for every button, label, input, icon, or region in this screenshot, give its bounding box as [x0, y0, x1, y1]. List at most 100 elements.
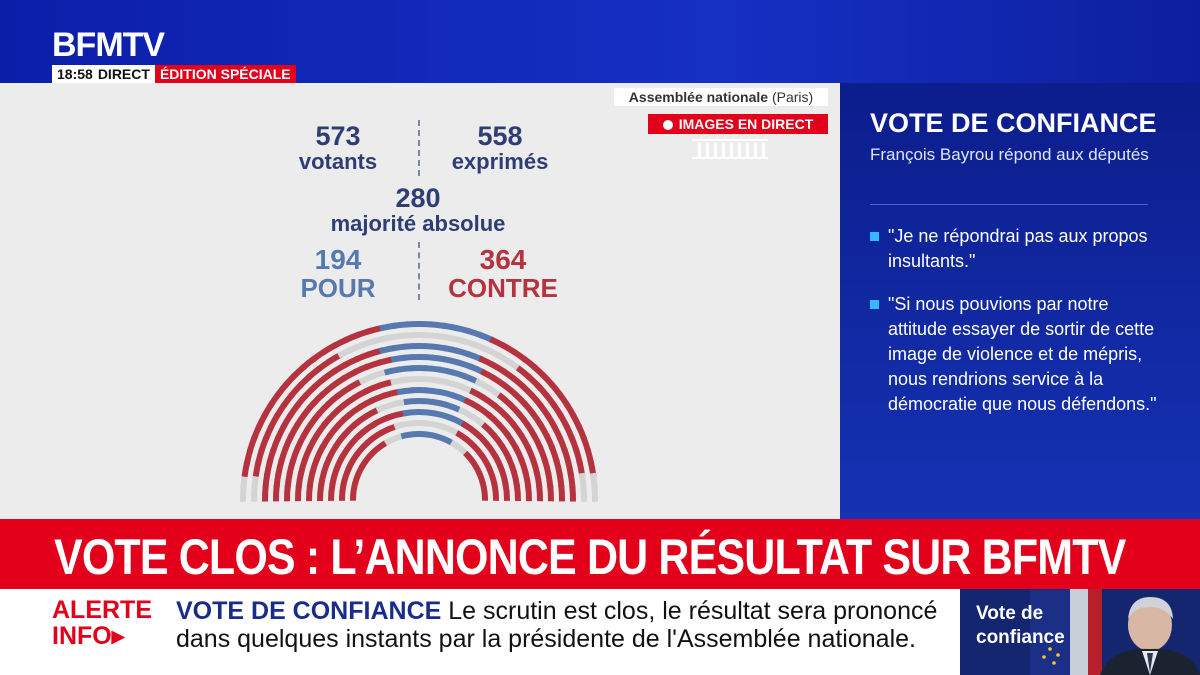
seat-arc — [447, 414, 466, 427]
hemicycle-chart — [239, 320, 599, 502]
seat-arc — [375, 401, 393, 414]
seat-arc — [486, 412, 503, 428]
headline-bar — [0, 519, 1200, 589]
seat-arc — [417, 397, 435, 406]
seat-arc — [425, 420, 445, 430]
exprimes-stat: 558 exprimés — [440, 122, 560, 174]
seat-arc — [316, 484, 325, 502]
seat-arc — [492, 453, 505, 472]
seat-arc — [319, 432, 334, 450]
seat-arc — [348, 429, 366, 447]
seat-arc — [393, 420, 413, 430]
info-panel — [840, 83, 1200, 519]
seat-arc — [359, 420, 378, 436]
caption-line-1: Vote de — [976, 603, 1044, 624]
seat-arc — [490, 432, 506, 449]
seat-arc — [460, 420, 479, 436]
seat-arc — [409, 419, 429, 427]
live-dot-icon — [662, 120, 673, 130]
seat-arc — [335, 412, 352, 428]
seat-arc — [463, 450, 480, 470]
seat-arc — [580, 485, 588, 502]
pour-value: 194 — [314, 244, 362, 275]
video-inset — [960, 589, 1200, 675]
alert-line-2: INFO▸ — [52, 622, 125, 650]
seat-arc — [479, 481, 489, 501]
seat-arc — [547, 484, 555, 502]
panel-subtitle: François Bayrou répond aux députés — [870, 145, 1149, 164]
seat-arc — [434, 433, 455, 446]
seat-arc — [432, 410, 451, 421]
seat-arc — [473, 464, 486, 485]
seat-arc — [569, 485, 577, 502]
seat-arc — [309, 457, 320, 475]
contre-label: CONTRE — [448, 273, 558, 303]
seat-arc — [340, 466, 352, 486]
divider-bottom — [418, 242, 420, 300]
seat-arc — [478, 452, 493, 471]
seat-arc — [536, 484, 544, 502]
panel-divider — [870, 204, 1148, 205]
seat-arc — [505, 456, 518, 474]
video-caption: Vote de confiance — [976, 602, 1065, 650]
seat-arc — [389, 398, 407, 409]
seat-arc — [437, 388, 455, 399]
clock: 18:58 — [52, 65, 98, 83]
seat-arc — [346, 403, 363, 419]
contre-value: 364 — [479, 244, 527, 275]
seat-arc — [445, 401, 463, 414]
seat-arc — [333, 453, 346, 472]
seat-arc — [455, 430, 474, 446]
seat-arc — [400, 430, 420, 440]
location-city: (Paris) — [771, 89, 814, 105]
seat-arc — [513, 484, 522, 502]
ticker-body: Le scrutin est clos, le résultat sera pr… — [176, 597, 938, 653]
seat-arc — [339, 440, 355, 459]
seat-arc — [378, 423, 397, 437]
seat-arc — [491, 482, 499, 501]
votants-label: votants — [298, 149, 378, 174]
seat-arc — [483, 440, 499, 459]
seat-arc — [387, 410, 406, 421]
seat-arc — [362, 406, 381, 420]
seat-arc — [470, 413, 487, 429]
seat-arc — [518, 457, 529, 475]
quote-item: "Je ne répondrai pas aux propos insultan… — [870, 224, 1160, 274]
seat-arc — [481, 422, 497, 438]
seat-arc — [305, 484, 313, 502]
seat-arc — [326, 421, 342, 438]
location-label: Assemblée nationale (Paris) — [614, 88, 828, 106]
votants-value: 573 — [315, 121, 361, 151]
majorite-label: majorité absolue — [330, 211, 506, 236]
seat-arc — [313, 444, 326, 462]
seat-arc — [372, 414, 391, 427]
divider-top — [418, 120, 420, 176]
news-ticker — [0, 589, 960, 675]
majorite-stat: 280 majorité absolue — [300, 184, 536, 236]
channel-logo: BFMTV — [52, 26, 165, 64]
seat-arc — [441, 423, 460, 437]
edition-badge: ÉDITION SPÉCIALE — [154, 65, 296, 83]
panel-title: VOTE DE CONFIANCE — [870, 108, 1157, 138]
bullet-icon — [870, 300, 879, 309]
seat-arc — [339, 482, 347, 501]
seat-arc — [320, 456, 333, 474]
ticker-message: VOTE DE CONFIANCE Le scrutin est clos, l… — [176, 597, 946, 653]
seat-arc — [499, 443, 513, 462]
seat-arc — [351, 413, 368, 429]
seat-arc — [512, 444, 525, 462]
seat-arc — [558, 485, 566, 502]
seat-arc — [486, 466, 498, 486]
seat-arc — [325, 443, 339, 462]
seat-arc — [327, 483, 336, 501]
quote-text: "Si nous pouvions par notre attitude ess… — [888, 294, 1157, 414]
seat-arc — [402, 408, 420, 417]
alert-line-1: ALERTE — [52, 596, 152, 624]
seat-arc — [457, 406, 476, 420]
seat-arc — [349, 481, 359, 501]
seat-arc — [329, 468, 340, 487]
seat-arc — [450, 392, 469, 404]
direct-label: DIRECT — [97, 65, 155, 83]
seat-arc — [418, 430, 438, 440]
ticker-topic: VOTE DE CONFIANCE — [176, 597, 442, 625]
